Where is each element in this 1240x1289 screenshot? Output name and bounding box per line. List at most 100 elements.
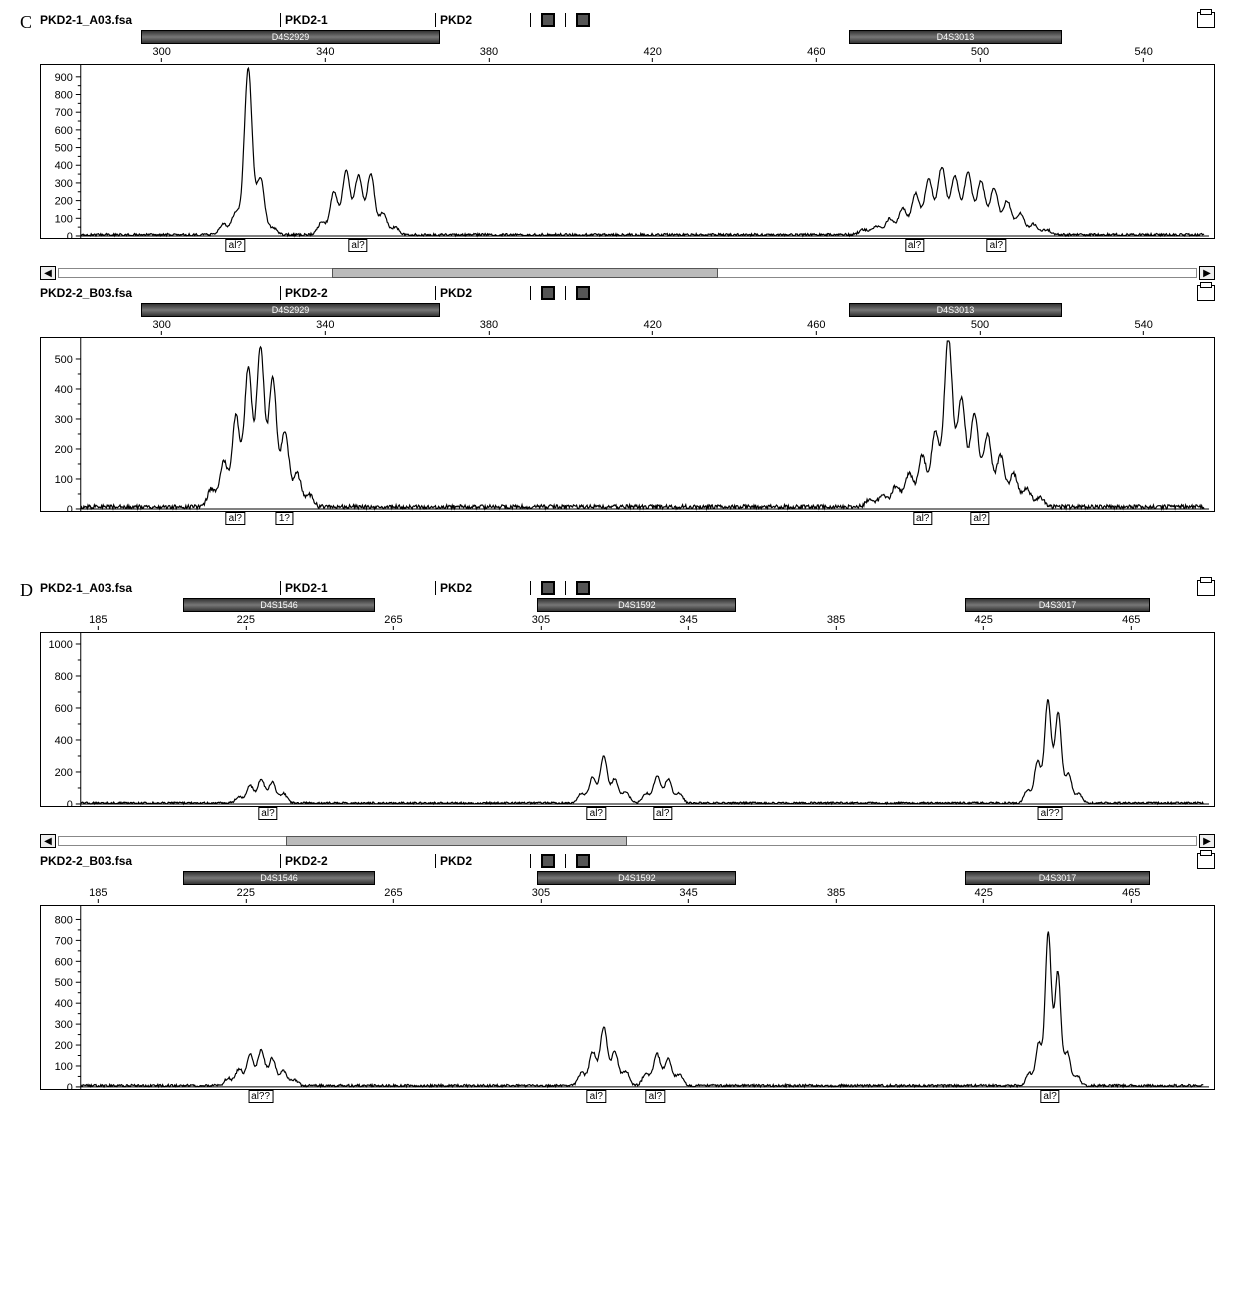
section: DPKD2-1_A03.fsaPKD2-1PKD2D4S1546D4S1592D… bbox=[20, 578, 1220, 1116]
scroll-thumb[interactable] bbox=[332, 268, 719, 278]
dye-swatch-icon[interactable] bbox=[541, 581, 555, 595]
plot-area: 02004006008001000 bbox=[40, 632, 1215, 807]
dye-swatch-icon[interactable] bbox=[576, 581, 590, 595]
scroll-track[interactable] bbox=[58, 268, 1197, 278]
svg-text:200: 200 bbox=[55, 767, 73, 779]
svg-text:900: 900 bbox=[55, 72, 73, 84]
allele-label[interactable]: al? bbox=[905, 239, 924, 252]
svg-text:0: 0 bbox=[67, 799, 73, 807]
allele-label[interactable]: al? bbox=[913, 512, 932, 525]
allele-label[interactable]: al? bbox=[653, 807, 672, 820]
scroll-left-button[interactable]: ◀ bbox=[40, 834, 56, 848]
allele-label[interactable]: al? bbox=[970, 512, 989, 525]
marker-bar-row: D4S2929 D4S3013 bbox=[40, 30, 1215, 46]
marker-bar-row: D4S2929 D4S3013 bbox=[40, 303, 1215, 319]
x-tick: 465 bbox=[1122, 614, 1140, 630]
svg-text:200: 200 bbox=[55, 196, 73, 208]
sample-label: PKD2-2 bbox=[285, 286, 435, 300]
scroll-track[interactable] bbox=[58, 836, 1197, 846]
sample-label: PKD2-1 bbox=[285, 13, 435, 27]
gene-label: PKD2 bbox=[440, 286, 530, 300]
x-axis-ticks: 300340380420460500540 bbox=[40, 46, 1215, 64]
dye-swatch-icon[interactable] bbox=[576, 286, 590, 300]
x-tick: 185 bbox=[89, 887, 107, 903]
allele-label[interactable]: al?? bbox=[1038, 807, 1063, 820]
allele-label[interactable]: al? bbox=[587, 1090, 606, 1103]
print-icon[interactable] bbox=[1197, 853, 1215, 869]
svg-text:0: 0 bbox=[67, 231, 73, 239]
allele-call-row: al?? al? al? al? bbox=[40, 1090, 1215, 1108]
allele-label[interactable]: al? bbox=[1040, 1090, 1059, 1103]
x-tick: 465 bbox=[1122, 887, 1140, 903]
allele-label[interactable]: al?? bbox=[248, 1090, 273, 1103]
marker-bar[interactable]: D4S3013 bbox=[849, 30, 1062, 44]
x-tick: 420 bbox=[643, 319, 661, 335]
marker-bar[interactable]: D4S1546 bbox=[183, 871, 375, 885]
dye-swatch-icon[interactable] bbox=[576, 854, 590, 868]
x-tick: 425 bbox=[975, 887, 993, 903]
dye-swatch-icon[interactable] bbox=[541, 854, 555, 868]
marker-bar[interactable]: D4S2929 bbox=[141, 30, 440, 44]
svg-text:600: 600 bbox=[55, 956, 73, 968]
allele-label[interactable]: 1? bbox=[276, 512, 293, 525]
panel-header: PKD2-2_B03.fsaPKD2-2PKD2 bbox=[40, 851, 1215, 871]
svg-text:100: 100 bbox=[55, 474, 73, 486]
svg-text:100: 100 bbox=[55, 1061, 73, 1073]
svg-text:1000: 1000 bbox=[48, 639, 72, 651]
marker-bar[interactable]: D4S3017 bbox=[965, 871, 1149, 885]
scroll-right-button[interactable]: ▶ bbox=[1199, 266, 1215, 280]
x-tick: 265 bbox=[384, 614, 402, 630]
svg-text:200: 200 bbox=[55, 444, 73, 456]
scroll-right-button[interactable]: ▶ bbox=[1199, 834, 1215, 848]
svg-text:300: 300 bbox=[55, 414, 73, 426]
panel-header: PKD2-2_B03.fsaPKD2-2PKD2 bbox=[40, 283, 1215, 303]
electropherogram-panel: PKD2-1_A03.fsaPKD2-1PKD2D4S1546 D4S1592 D4… bbox=[40, 578, 1215, 825]
dye-swatch-icon[interactable] bbox=[541, 286, 555, 300]
marker-bar[interactable]: D4S1546 bbox=[183, 598, 375, 612]
x-tick: 380 bbox=[480, 46, 498, 62]
allele-label[interactable]: al? bbox=[646, 1090, 665, 1103]
svg-text:200: 200 bbox=[55, 1040, 73, 1052]
electropherogram-panel: PKD2-1_A03.fsaPKD2-1PKD2D4S2929D4S301330… bbox=[40, 10, 1215, 257]
electropherogram-panel: PKD2-2_B03.fsaPKD2-2PKD2D4S2929D4S301330… bbox=[40, 283, 1215, 530]
scroll-thumb[interactable] bbox=[286, 836, 627, 846]
x-tick: 225 bbox=[237, 887, 255, 903]
plot-area: 0100200300400500600700800900 bbox=[40, 64, 1215, 239]
svg-text:400: 400 bbox=[55, 998, 73, 1010]
panel-header: PKD2-1_A03.fsaPKD2-1PKD2 bbox=[40, 578, 1215, 598]
allele-label[interactable]: al? bbox=[587, 807, 606, 820]
marker-bar[interactable]: D4S1592 bbox=[537, 871, 736, 885]
x-tick: 340 bbox=[316, 46, 334, 62]
allele-label[interactable]: al? bbox=[348, 239, 367, 252]
print-icon[interactable] bbox=[1197, 12, 1215, 28]
horizontal-scrollbar[interactable]: ◀▶ bbox=[40, 833, 1215, 849]
x-tick: 425 bbox=[975, 614, 993, 630]
x-tick: 385 bbox=[827, 614, 845, 630]
dye-swatch-icon[interactable] bbox=[576, 13, 590, 27]
filename-label: PKD2-2_B03.fsa bbox=[40, 854, 280, 868]
x-tick: 500 bbox=[971, 319, 989, 335]
scroll-left-button[interactable]: ◀ bbox=[40, 266, 56, 280]
svg-text:100: 100 bbox=[55, 213, 73, 225]
marker-bar[interactable]: D4S1592 bbox=[537, 598, 736, 612]
sample-label: PKD2-1 bbox=[285, 581, 435, 595]
marker-bar-row: D4S1546 D4S1592 D4S3017 bbox=[40, 871, 1215, 887]
allele-label[interactable]: al? bbox=[258, 807, 277, 820]
allele-call-row: al? al? al? al?? bbox=[40, 807, 1215, 825]
marker-bar[interactable]: D4S3017 bbox=[965, 598, 1149, 612]
svg-text:0: 0 bbox=[67, 504, 73, 512]
print-icon[interactable] bbox=[1197, 580, 1215, 596]
allele-label[interactable]: al? bbox=[987, 239, 1006, 252]
x-tick: 500 bbox=[971, 46, 989, 62]
x-tick: 225 bbox=[237, 614, 255, 630]
x-tick: 185 bbox=[89, 614, 107, 630]
svg-text:0: 0 bbox=[67, 1082, 73, 1090]
allele-label[interactable]: al? bbox=[226, 239, 245, 252]
marker-bar[interactable]: D4S2929 bbox=[141, 303, 440, 317]
allele-label[interactable]: al? bbox=[226, 512, 245, 525]
dye-swatch-icon[interactable] bbox=[541, 13, 555, 27]
marker-bar[interactable]: D4S3013 bbox=[849, 303, 1062, 317]
horizontal-scrollbar[interactable]: ◀▶ bbox=[40, 265, 1215, 281]
x-tick: 305 bbox=[532, 887, 550, 903]
print-icon[interactable] bbox=[1197, 285, 1215, 301]
